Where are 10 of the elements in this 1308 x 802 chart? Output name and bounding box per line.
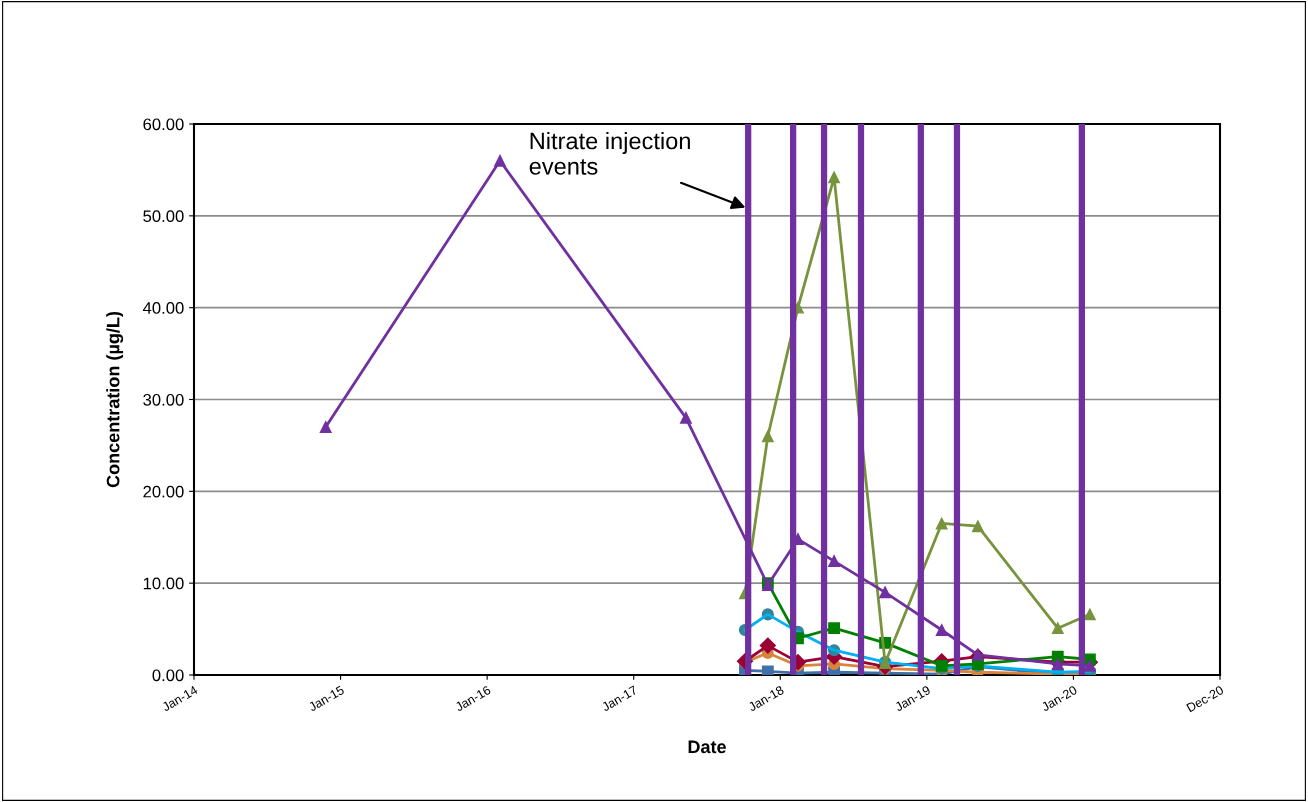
y-axis-title: Concentration (µg/L) <box>106 311 124 488</box>
y-tick-label: 50.00 <box>143 210 184 223</box>
y-tick-label: 30.00 <box>143 393 184 406</box>
y-tick-label: 20.00 <box>143 485 184 498</box>
y-tick-label: 60.00 <box>143 118 184 131</box>
y-tick-label: 0.00 <box>152 669 184 682</box>
x-axis-title: Date <box>688 740 726 754</box>
y-tick-label: 10.00 <box>143 577 184 590</box>
annotation: Nitrate injection events <box>529 131 690 175</box>
y-tick-label: 40.00 <box>142 302 184 314</box>
